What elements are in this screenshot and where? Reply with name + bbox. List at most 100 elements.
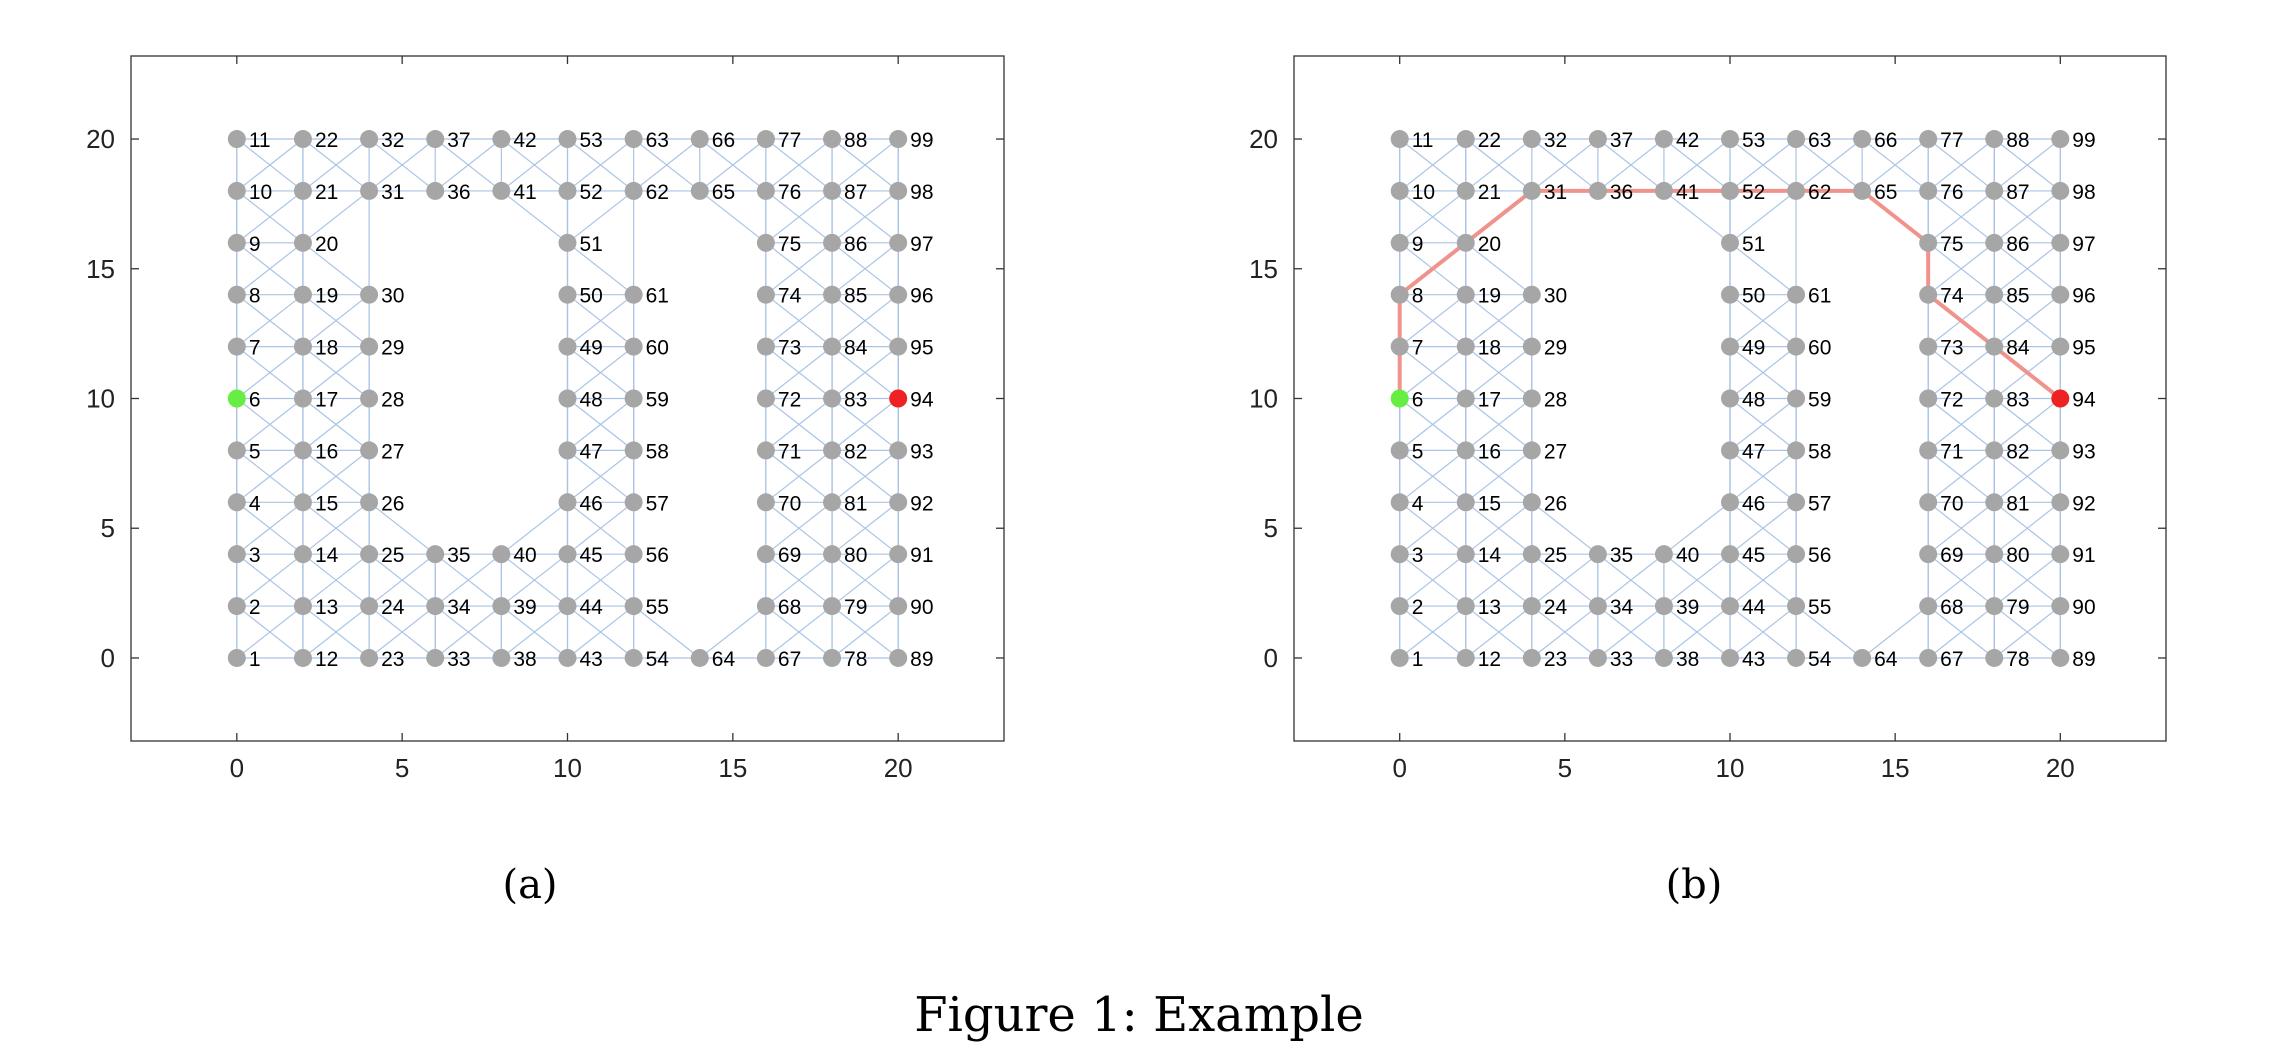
node-label: 62 bbox=[1808, 181, 1831, 204]
graph-node bbox=[227, 285, 246, 304]
graph-node bbox=[823, 337, 842, 356]
graph-edge bbox=[831, 553, 899, 607]
graph-edge bbox=[1663, 190, 1731, 244]
node-label: 18 bbox=[1478, 337, 1501, 360]
node-label: 26 bbox=[1544, 492, 1567, 515]
graph-edge bbox=[236, 605, 304, 659]
node-label: 37 bbox=[447, 129, 470, 152]
graph-node bbox=[1787, 493, 1806, 512]
node-label: 27 bbox=[1544, 440, 1567, 463]
node-label: 68 bbox=[778, 596, 801, 619]
graph-edge bbox=[302, 553, 370, 607]
graph-edge bbox=[567, 242, 635, 296]
node-label: 84 bbox=[2006, 337, 2030, 360]
graph-node bbox=[2051, 181, 2070, 200]
graph-edge bbox=[765, 449, 833, 503]
node-label: 6 bbox=[1412, 389, 1424, 412]
graph-edge bbox=[1399, 449, 1467, 503]
graph-edge bbox=[302, 242, 370, 296]
graph-edge bbox=[1993, 190, 2061, 244]
graph-node bbox=[823, 597, 842, 616]
graph-node bbox=[1985, 493, 2004, 512]
graph-node bbox=[1390, 493, 1409, 512]
graph-node bbox=[1853, 181, 1872, 200]
node-label: 17 bbox=[1478, 389, 1501, 412]
node-label: 59 bbox=[646, 389, 669, 412]
node-label: 6 bbox=[249, 389, 261, 412]
node-label: 92 bbox=[910, 492, 933, 515]
node-label: 93 bbox=[910, 440, 933, 463]
graph-node bbox=[1919, 181, 1938, 200]
node-label: 50 bbox=[580, 285, 603, 308]
graph-node bbox=[1390, 130, 1409, 149]
graph-edge bbox=[1399, 346, 1467, 399]
node-label: 87 bbox=[844, 181, 867, 204]
graph-node bbox=[360, 493, 379, 512]
graph-edge bbox=[1663, 501, 1731, 555]
graph-node bbox=[1456, 337, 1475, 356]
graph-node bbox=[1390, 181, 1409, 200]
graph-edge bbox=[1399, 553, 1467, 607]
graph-node bbox=[227, 130, 246, 149]
graph-edge bbox=[1465, 398, 1533, 451]
graph-node bbox=[426, 545, 445, 564]
node-label: 78 bbox=[844, 648, 867, 671]
panel-a: 0 5 10 15 2005101520123456789101112131415161… bbox=[86, 55, 1005, 783]
node-label: 30 bbox=[381, 285, 404, 308]
graph-node bbox=[690, 648, 709, 667]
graph-node bbox=[1588, 545, 1607, 564]
graph-node bbox=[558, 493, 577, 512]
graph-edge bbox=[368, 501, 436, 555]
graph-edge bbox=[765, 398, 833, 451]
node-label: 55 bbox=[646, 596, 669, 619]
graph-node bbox=[624, 648, 643, 667]
graph-node bbox=[558, 130, 577, 149]
graph-edge bbox=[1399, 398, 1467, 451]
node-label: 88 bbox=[844, 129, 867, 152]
graph-edge bbox=[434, 138, 502, 192]
graph-edge bbox=[831, 449, 899, 503]
graph-node bbox=[1721, 233, 1739, 252]
node-label: 56 bbox=[1808, 544, 1831, 567]
graph-edge bbox=[699, 138, 767, 192]
graph-node bbox=[1919, 130, 1938, 149]
graph-edge bbox=[1729, 190, 1797, 244]
graph-node bbox=[227, 648, 246, 667]
graph-node bbox=[889, 493, 908, 512]
graph-node bbox=[889, 337, 908, 356]
graph-node bbox=[1985, 545, 2004, 564]
node-label: 40 bbox=[513, 544, 536, 567]
graph-node bbox=[360, 597, 379, 616]
graph-edge bbox=[1993, 605, 2061, 659]
node-label: 41 bbox=[1676, 181, 1699, 204]
node-label: 82 bbox=[2006, 440, 2029, 463]
y-tick-label: 0 bbox=[101, 643, 115, 673]
graph-node bbox=[889, 233, 908, 252]
graph-node bbox=[1919, 285, 1938, 304]
graph-node bbox=[1588, 597, 1607, 616]
graph-node bbox=[360, 545, 379, 564]
node-label: 17 bbox=[315, 389, 338, 412]
node-label: 46 bbox=[580, 492, 603, 515]
node-label: 67 bbox=[1940, 648, 1963, 671]
graph-edge bbox=[236, 398, 304, 451]
graph-node bbox=[1919, 441, 1938, 460]
node-label: 53 bbox=[1742, 129, 1765, 152]
node-label: 26 bbox=[381, 492, 404, 515]
goal-node bbox=[2051, 389, 2070, 408]
graph-node bbox=[2051, 545, 2070, 564]
node-label: 83 bbox=[844, 389, 867, 412]
node-label: 15 bbox=[1478, 492, 1501, 515]
graph-node bbox=[293, 493, 312, 512]
graph-edge bbox=[567, 398, 635, 451]
graph-node bbox=[823, 285, 842, 304]
graph-edge bbox=[368, 605, 436, 659]
node-label: 40 bbox=[1676, 544, 1699, 567]
graph-node bbox=[558, 285, 577, 304]
graph-node bbox=[756, 337, 775, 356]
graph-edge bbox=[765, 501, 833, 555]
graph-edge bbox=[1729, 242, 1797, 296]
graph-edge bbox=[1663, 138, 1731, 192]
node-label: 50 bbox=[1742, 285, 1765, 308]
graph-node bbox=[756, 493, 775, 512]
